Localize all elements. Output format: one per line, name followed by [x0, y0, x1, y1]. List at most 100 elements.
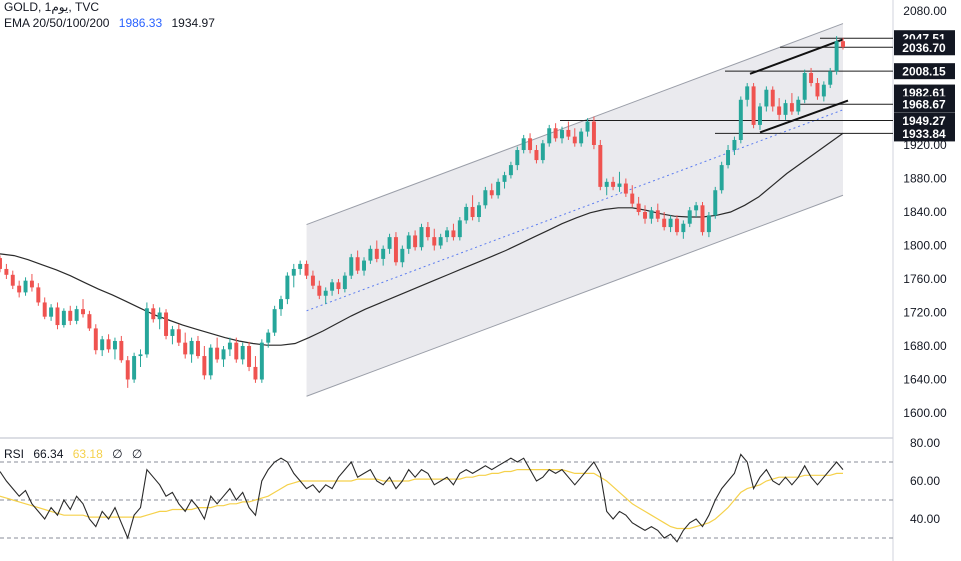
candle — [49, 307, 54, 317]
candle — [342, 275, 347, 290]
price-tick-label: 1680.00 — [903, 339, 947, 353]
candle — [240, 346, 245, 360]
candle — [540, 143, 545, 161]
candle — [272, 309, 277, 333]
ema-value-1: 1986.33 — [118, 16, 163, 30]
candle — [279, 299, 283, 310]
price-label-tag: 1933.84 — [894, 125, 955, 142]
rsi-tick-label: 80.00 — [910, 436, 940, 450]
candle — [604, 181, 609, 187]
price-tick-label: 1760.00 — [903, 272, 947, 286]
rsi-legend: RSI 66.34 63.18 ∅ ∅ — [4, 447, 148, 461]
candle — [738, 99, 743, 140]
channel-upper-line — [306, 23, 844, 226]
chart-legend: GOLD, 1يوم, TVC — [4, 0, 105, 14]
candle — [643, 212, 648, 219]
candle — [4, 268, 9, 275]
candle — [425, 227, 430, 238]
candle — [630, 193, 635, 204]
price-tick-label: 1720.00 — [903, 306, 947, 320]
candle — [476, 205, 481, 218]
candle — [732, 139, 737, 151]
candle — [132, 356, 137, 380]
price-label-text: 2008.15 — [902, 65, 946, 79]
symbol-label[interactable]: GOLD, 1يوم, TVC — [4, 0, 99, 14]
candle — [706, 215, 711, 233]
candle — [726, 150, 731, 166]
candle — [713, 190, 718, 216]
candle — [662, 218, 667, 228]
channel-lower-line — [306, 194, 844, 397]
ema-legend: EMA 20/50/100/200 1986.33 1934.97 — [4, 16, 221, 30]
price-tick-label: 1600.00 — [903, 406, 947, 420]
ema-label[interactable]: EMA 20/50/100/200 — [4, 16, 110, 30]
candle — [809, 72, 814, 84]
candle — [502, 175, 507, 182]
candle — [515, 150, 520, 166]
candle — [560, 129, 564, 139]
candle — [202, 356, 207, 376]
candle — [770, 89, 775, 107]
candle — [74, 309, 79, 321]
price-label-tag: 1968.67 — [894, 96, 955, 113]
candle — [534, 150, 539, 161]
price-tick-label: 1640.00 — [903, 373, 947, 387]
candle — [438, 237, 443, 246]
candle — [764, 89, 769, 107]
candle — [636, 203, 641, 212]
candle — [547, 128, 552, 144]
price-label-tag: 1949.27 — [894, 112, 955, 129]
candle — [432, 237, 437, 246]
rsi-extra-1: ∅ — [112, 447, 123, 461]
price-label-tag: 2008.15 — [894, 63, 955, 80]
candle — [566, 129, 571, 137]
candle — [227, 342, 232, 350]
candle — [834, 41, 839, 72]
candle — [144, 308, 149, 355]
candle — [489, 190, 494, 196]
candle — [215, 347, 220, 360]
rsi-value: 66.34 — [33, 447, 64, 461]
candle — [789, 103, 794, 112]
candle — [406, 235, 411, 249]
candle — [125, 360, 130, 380]
candle — [598, 145, 603, 187]
rsi-ma-value: 63.18 — [72, 447, 103, 461]
candle — [29, 280, 34, 288]
candle — [266, 332, 271, 343]
candle — [55, 307, 60, 326]
candle — [393, 237, 398, 263]
candle — [93, 328, 98, 351]
candle — [310, 275, 315, 286]
candle — [189, 340, 194, 355]
candle — [157, 312, 162, 320]
rsi-label[interactable]: RSI — [4, 447, 25, 461]
candle — [100, 339, 105, 351]
candle — [528, 138, 533, 151]
candle — [841, 41, 845, 48]
candle — [349, 257, 354, 276]
candle — [719, 165, 724, 191]
candle — [413, 235, 418, 248]
candle — [10, 274, 15, 286]
price-tick-label: 1840.00 — [903, 205, 947, 219]
candle — [579, 131, 584, 144]
candle — [164, 312, 169, 336]
price-label-box — [894, 39, 955, 56]
candle — [470, 206, 475, 218]
rsi-extra-2: ∅ — [131, 447, 143, 461]
rsi-tick-label: 40.00 — [910, 512, 940, 526]
candle — [757, 106, 762, 125]
candle — [381, 248, 386, 259]
candle — [623, 183, 628, 194]
candle — [36, 287, 41, 303]
candle — [745, 86, 750, 100]
candle — [195, 340, 200, 357]
candle — [17, 285, 22, 293]
candle — [796, 99, 801, 112]
candle — [681, 223, 686, 233]
candle — [815, 83, 820, 97]
candle — [221, 349, 226, 360]
price-label-box — [894, 112, 955, 129]
